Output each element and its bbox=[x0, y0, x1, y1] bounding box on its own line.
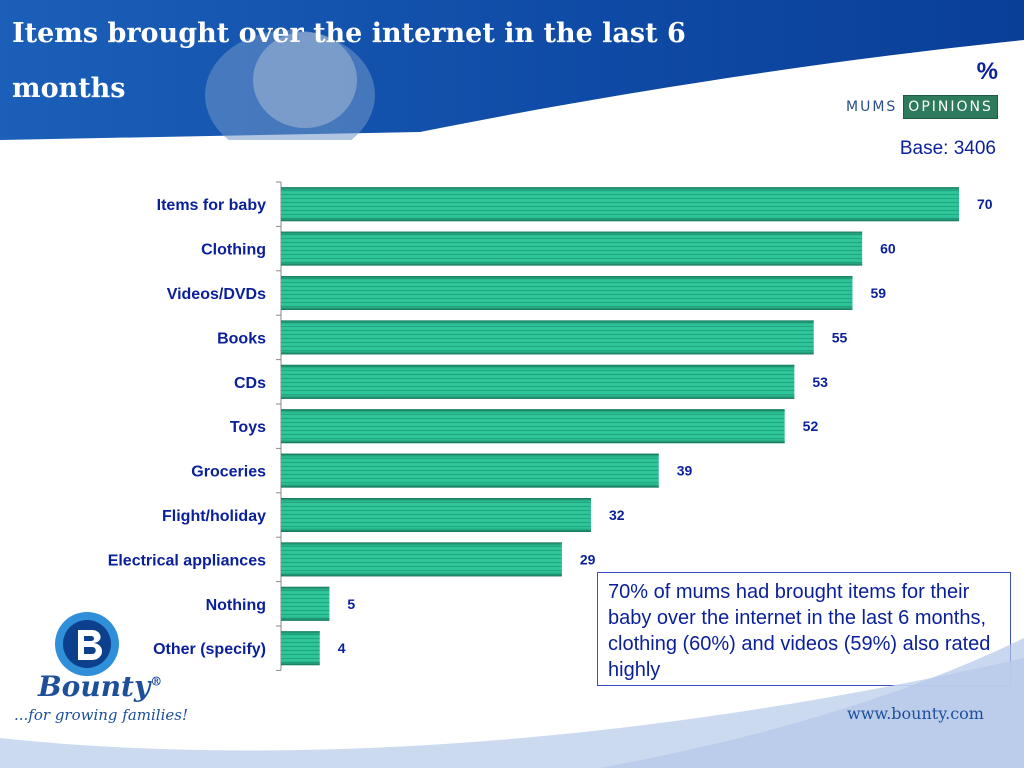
category-label: CDs bbox=[234, 375, 266, 392]
value-label: 53 bbox=[812, 374, 828, 390]
value-label: 32 bbox=[609, 507, 625, 523]
category-label: Nothing bbox=[206, 597, 266, 614]
bar bbox=[281, 276, 853, 310]
bar bbox=[281, 320, 814, 355]
category-label: Flight/holiday bbox=[162, 508, 266, 525]
category-label: Groceries bbox=[191, 464, 266, 481]
note-callout: 70% of mums had brought items for their … bbox=[597, 572, 1011, 686]
value-label: 70 bbox=[977, 196, 993, 212]
bounty-logo-icon bbox=[55, 612, 119, 676]
bar bbox=[281, 631, 320, 666]
bar bbox=[281, 187, 959, 222]
bar bbox=[281, 586, 330, 621]
category-labels: Items for baby Clothing Videos/DVDs Books CD… bbox=[108, 197, 266, 658]
category-label: Clothing bbox=[201, 242, 266, 259]
mums-logo-text: MUMS bbox=[846, 99, 898, 115]
footer-wave bbox=[0, 638, 1024, 768]
bars bbox=[281, 187, 959, 666]
category-label: Toys bbox=[230, 419, 266, 436]
registered-mark: ® bbox=[150, 674, 163, 689]
value-label: 55 bbox=[832, 329, 848, 345]
unit-label: % bbox=[976, 58, 998, 85]
value-label: 4 bbox=[338, 640, 346, 656]
category-label: Other (specify) bbox=[153, 641, 266, 658]
footer-url[interactable]: www.bounty.com bbox=[847, 704, 984, 723]
category-label: Books bbox=[217, 330, 266, 347]
value-label: 29 bbox=[580, 551, 596, 567]
bar bbox=[281, 364, 795, 399]
opinions-logo-text: OPINIONS bbox=[903, 95, 998, 119]
bar bbox=[281, 453, 659, 488]
value-label: 60 bbox=[880, 241, 896, 257]
bar bbox=[281, 542, 562, 577]
value-label: 39 bbox=[677, 463, 693, 479]
brand-name: Bounty bbox=[38, 670, 151, 703]
value-labels: 70 60 59 55 53 52 39 32 29 5 4 bbox=[338, 196, 993, 656]
value-label: 5 bbox=[347, 596, 355, 612]
chart-axis bbox=[276, 181, 282, 671]
bounty-wordmark: Bounty® bbox=[38, 670, 162, 703]
value-label: 59 bbox=[870, 285, 886, 301]
value-label: 52 bbox=[803, 418, 819, 434]
bar bbox=[281, 231, 863, 266]
category-label: Electrical appliances bbox=[108, 552, 266, 569]
category-label: Items for baby bbox=[157, 197, 266, 214]
brand-tagline: ...for growing families! bbox=[14, 706, 189, 724]
bar bbox=[281, 498, 591, 532]
base-label: Base: 3406 bbox=[899, 138, 996, 159]
category-label: Videos/DVDs bbox=[167, 286, 266, 303]
header-banner bbox=[0, 0, 1024, 140]
chart-title: Items brought over the internet in the l… bbox=[12, 18, 686, 104]
mums-opinions-logo: MUMS OPINIONS bbox=[846, 94, 998, 120]
bar bbox=[281, 409, 785, 444]
